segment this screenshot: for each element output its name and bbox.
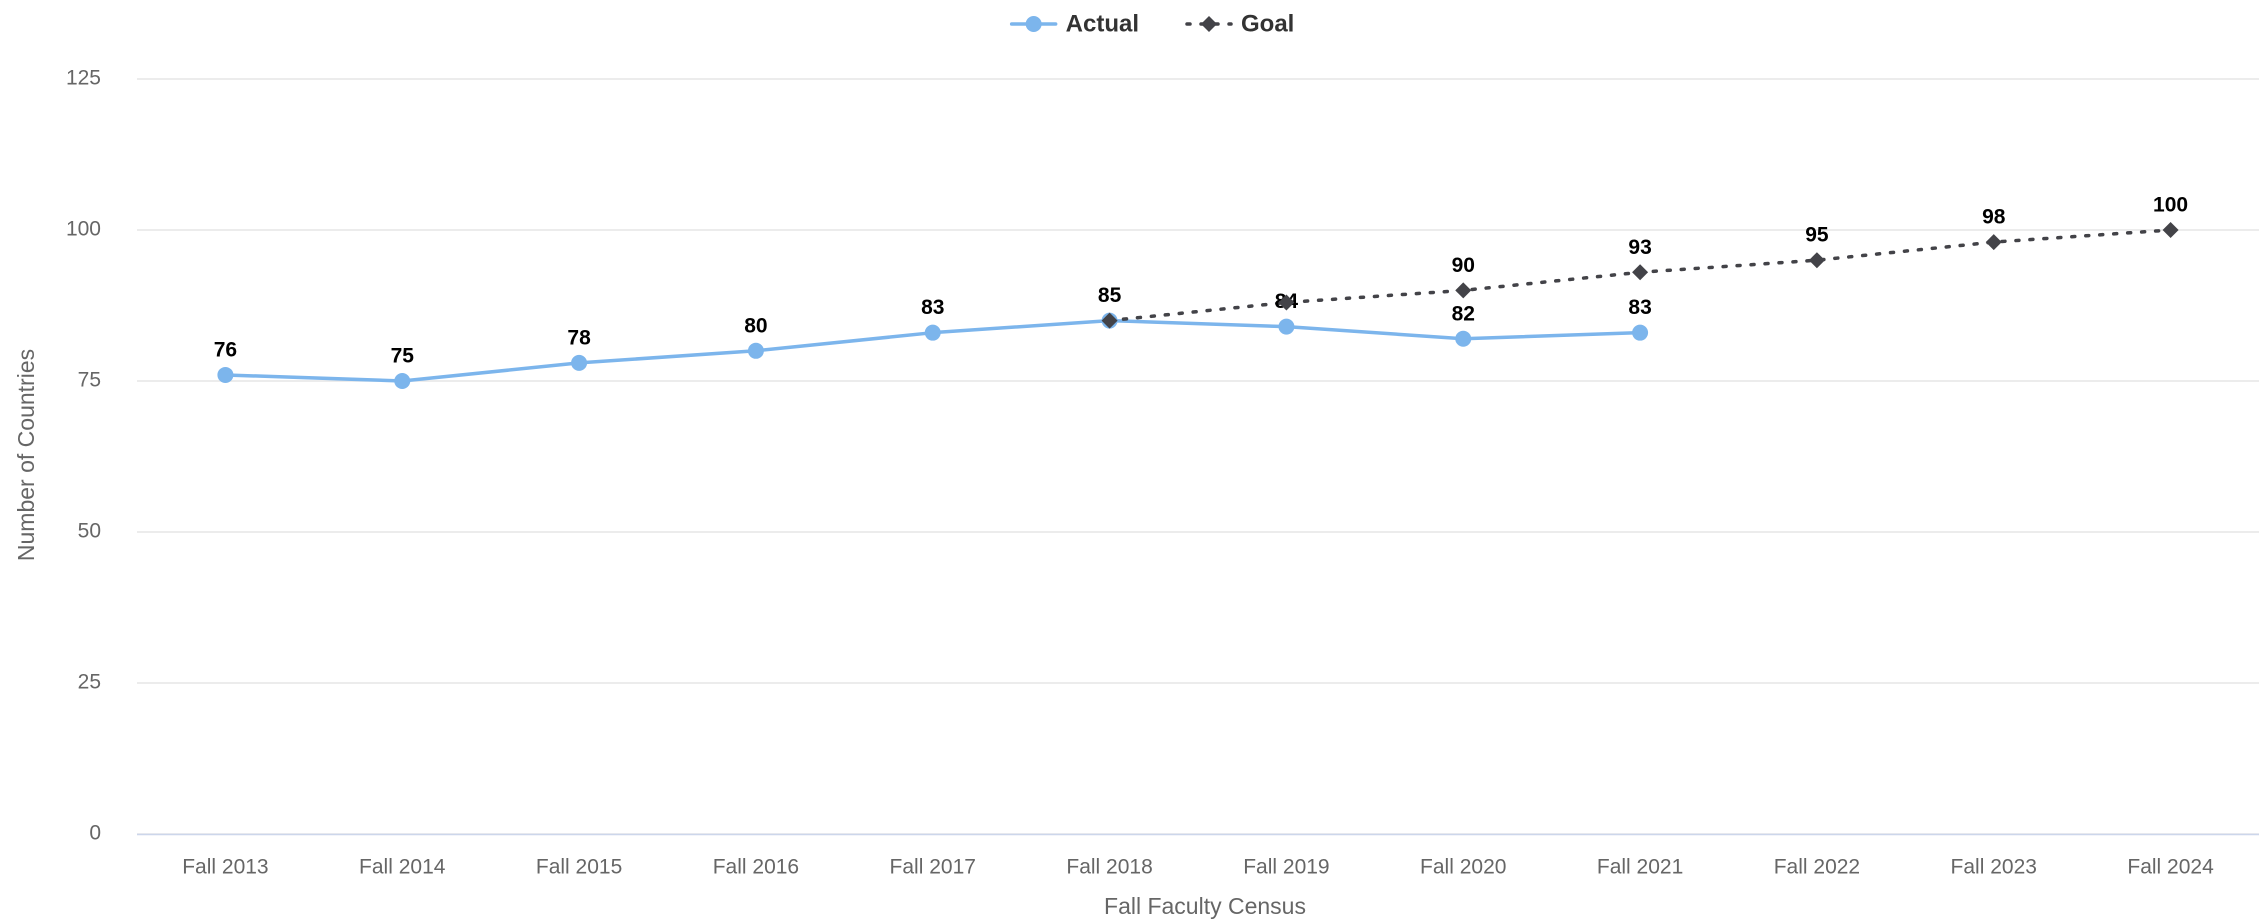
legend-item: Actual bbox=[1009, 10, 1139, 37]
legend-marker bbox=[1025, 16, 1042, 32]
data-label: 83 bbox=[1628, 296, 1651, 319]
point bbox=[1632, 324, 1649, 341]
legend-label: Actual bbox=[1066, 10, 1139, 37]
point bbox=[217, 366, 234, 383]
point bbox=[1278, 318, 1295, 335]
legend-label: Goal bbox=[1241, 10, 1294, 37]
y-tick-label: 125 bbox=[66, 67, 101, 90]
point bbox=[394, 373, 411, 389]
point bbox=[1455, 282, 1472, 299]
data-label: 100 bbox=[2153, 194, 2188, 217]
point bbox=[1278, 294, 1295, 311]
data-label: 98 bbox=[1982, 206, 2006, 229]
x-tick-label: Fall 2018 bbox=[1066, 856, 1152, 879]
point bbox=[1632, 264, 1649, 281]
data-label: 75 bbox=[391, 345, 415, 368]
x-tick-label: Fall 2021 bbox=[1597, 856, 1683, 879]
data-label: 80 bbox=[744, 314, 767, 337]
point bbox=[1455, 330, 1472, 347]
x-tick-label: Fall 2022 bbox=[1774, 856, 1860, 879]
x-tick-label: Fall 2019 bbox=[1243, 856, 1329, 879]
x-tick-label: Fall 2024 bbox=[2127, 856, 2214, 879]
data-label: 76 bbox=[214, 339, 237, 362]
legend: Actual Goal bbox=[1009, 10, 1294, 37]
data-label: 78 bbox=[567, 326, 591, 349]
legend-item: Goal bbox=[1185, 10, 1294, 37]
y-tick-label: 75 bbox=[78, 369, 101, 392]
y-tick-label: 50 bbox=[78, 520, 101, 543]
y-tick-label: 100 bbox=[66, 218, 101, 241]
x-tick-label: Fall 2013 bbox=[182, 856, 268, 879]
point bbox=[1808, 252, 1825, 269]
point bbox=[747, 342, 764, 359]
y-tick-label: 25 bbox=[78, 671, 101, 694]
x-tick-label: Fall 2017 bbox=[890, 856, 976, 879]
x-axis-title: Fall Faculty Census bbox=[1104, 893, 1306, 919]
x-tick-label: Fall 2016 bbox=[713, 856, 799, 879]
legend-marker bbox=[1201, 16, 1218, 32]
point bbox=[1101, 312, 1118, 329]
data-label: 82 bbox=[1452, 302, 1475, 325]
data-label: 95 bbox=[1805, 224, 1829, 247]
point bbox=[924, 324, 941, 341]
data-label: 93 bbox=[1628, 236, 1651, 259]
data-label: 83 bbox=[921, 296, 944, 319]
y-axis-title: Number of Countries bbox=[13, 349, 39, 561]
point bbox=[571, 354, 588, 371]
point bbox=[2162, 222, 2179, 238]
x-tick-label: Fall 2015 bbox=[536, 856, 622, 879]
data-label: 85 bbox=[1098, 284, 1122, 307]
data-label: 90 bbox=[1452, 254, 1475, 277]
x-tick-label: Fall 2014 bbox=[359, 856, 446, 879]
x-tick-label: Fall 2020 bbox=[1420, 856, 1506, 879]
x-tick-label: Fall 2023 bbox=[1951, 856, 2037, 879]
y-tick-label: 0 bbox=[89, 822, 101, 845]
point bbox=[1985, 234, 2002, 251]
